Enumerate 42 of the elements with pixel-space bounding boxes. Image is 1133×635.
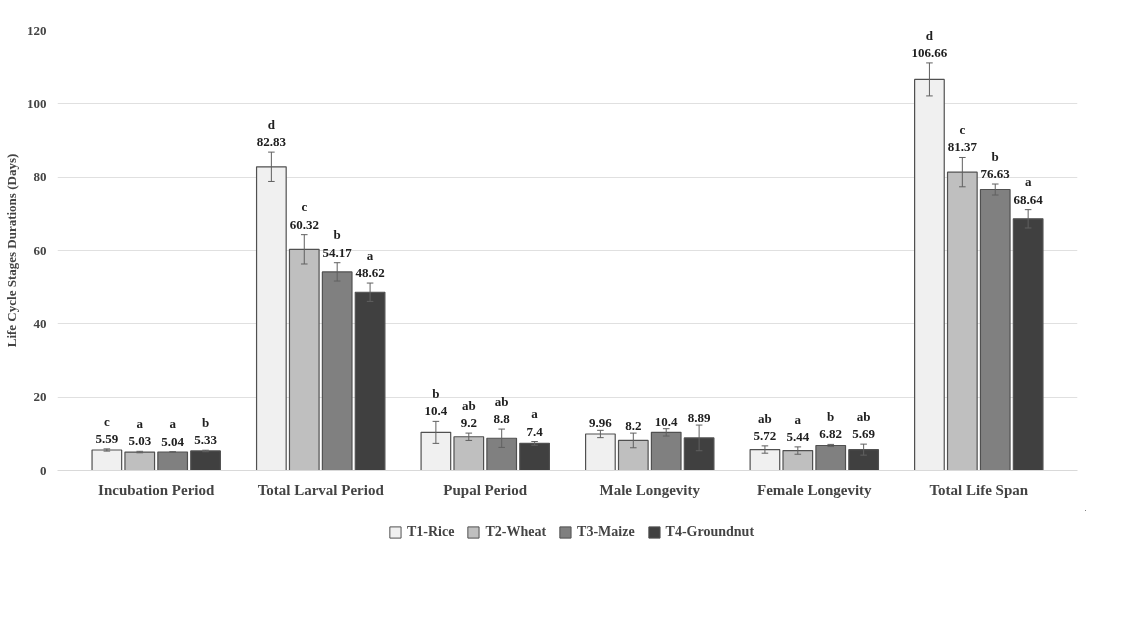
data-label: a 5.44: [786, 411, 810, 444]
x-tick-label: Total Larval Period: [257, 481, 385, 498]
data-label: 8.2: [625, 418, 642, 434]
x-tick-label: Incubation Period: [98, 481, 215, 498]
data-label: 10.4: [654, 413, 679, 429]
data-label: ab 8.8: [493, 393, 511, 427]
data-label: ab 5.69: [852, 408, 876, 442]
y-tick-label: 80: [33, 169, 47, 185]
x-tick-label: Total Life Span: [929, 481, 1029, 498]
data-label: 9.96: [589, 415, 613, 431]
data-label: b 5.33: [194, 414, 218, 448]
data-label: ab 5.72: [753, 410, 777, 443]
legend-label: T3-Maize: [577, 524, 635, 540]
data-label: d 106.66: [911, 27, 948, 60]
legend-label: T2-Wheat: [485, 524, 547, 540]
x-tick-label: Pupal Period: [443, 481, 528, 498]
y-tick-label: 0: [40, 462, 47, 478]
data-label: d 82.83: [256, 116, 287, 150]
data-label: a 68.64: [1013, 174, 1044, 207]
data-label: b 76.63: [980, 148, 1011, 182]
x-tick-label: Female Longevity: [757, 481, 873, 498]
data-label: ab 9.2: [460, 397, 477, 431]
data-label: c 60.32: [289, 199, 319, 232]
data-label: 8.89: [687, 410, 711, 426]
data-label: c 5.59: [95, 413, 119, 446]
legend-label: T1-Rice: [406, 524, 455, 540]
y-tick-label: 60: [33, 242, 47, 258]
x-tick-label: Male Longevity: [599, 481, 701, 498]
data-label: a 5.04: [161, 416, 185, 449]
data-label: a 48.62: [355, 247, 385, 281]
y-axis-title: Life Cycle Stages Durations (Days): [4, 153, 19, 348]
legend-label: T4-Groundnut: [665, 524, 755, 540]
data-label: c 81.37: [947, 122, 978, 155]
data-label: b 10.4: [424, 386, 448, 419]
y-tick-label: 100: [27, 95, 47, 111]
y-tick-label: 120: [27, 22, 47, 38]
data-label: a 7.4: [526, 406, 544, 439]
data-label: b 54.17: [322, 227, 353, 260]
data-label: a 5.03: [128, 416, 152, 449]
y-tick-label: 40: [33, 315, 47, 331]
y-tick-label: 20: [33, 389, 47, 405]
data-label: b 6.82: [819, 409, 843, 442]
